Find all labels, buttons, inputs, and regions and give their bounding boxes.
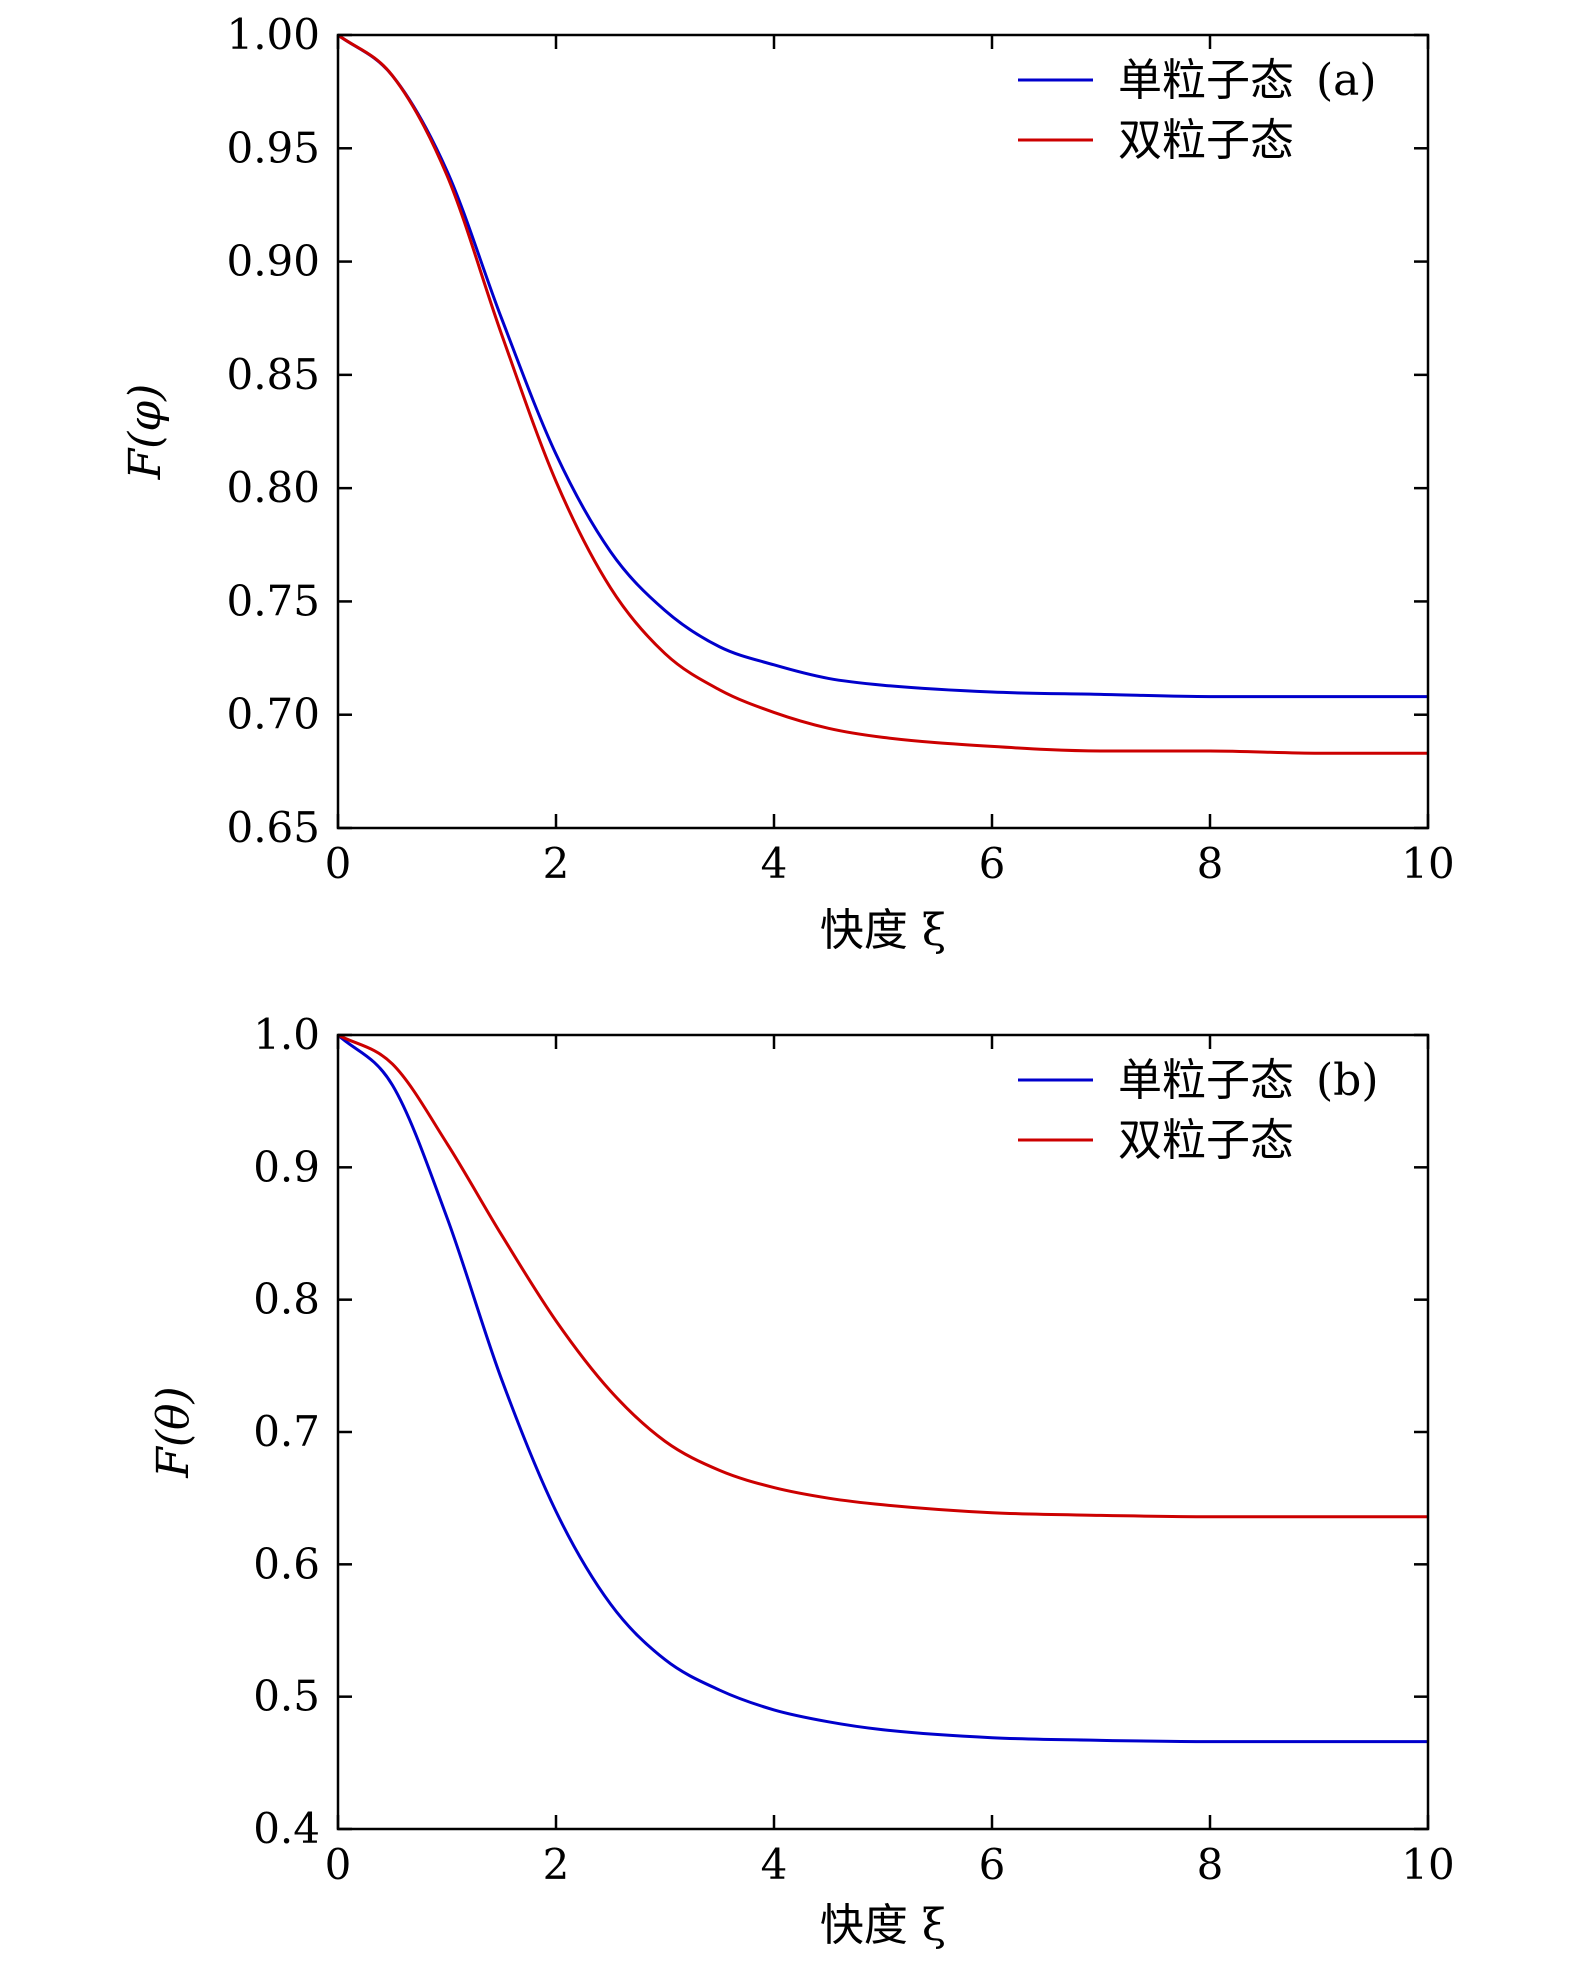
x-tick-label: 4 [761,839,788,888]
panel-label: (a) [1316,55,1377,106]
x-tick-label: 2 [543,839,570,888]
legend-label: 双粒子态 [1118,115,1294,166]
series-line-double [337,33,1428,755]
panel-b: 0 2 4 6 8 10 0.4 0.5 0.6 0.7 0.8 0.9 1.0 快度 ξ F(θ) 单粒子态… [148,1010,1455,1951]
legend-label: 单粒子态 [1118,1055,1294,1106]
panel-label: (b) [1316,1055,1379,1106]
y-tick-label: 0.4 [253,1804,320,1853]
series-line-single [337,33,1428,699]
plot-frame [336,33,1430,830]
y-tick-label: 0.95 [226,123,320,172]
x-tick-label: 8 [1197,839,1224,888]
y-axis-label: F(θ) [148,1386,199,1478]
y-tick-label: 0.85 [226,350,320,399]
legend-label: 单粒子态 [1118,55,1294,106]
x-tick-label: 8 [1197,1840,1224,1889]
series-line-double [337,1033,1428,1519]
y-tick-label: 0.65 [226,803,320,852]
x-tick-label: 10 [1401,839,1454,888]
y-tick-label: 1.00 [226,10,320,59]
x-tick-label: 4 [761,1840,788,1889]
x-tick-label: 0 [325,1840,352,1889]
y-tick-label: 0.70 [226,690,320,739]
y-tick-label: 0.8 [253,1275,320,1324]
x-tick-label: 2 [543,1840,570,1889]
x-tick-label: 10 [1401,1840,1454,1889]
series-line-single [336,1033,1428,1744]
y-tick-label: 0.9 [253,1142,320,1191]
y-tick-label: 0.5 [253,1672,320,1721]
legend-label: 双粒子态 [1118,1115,1294,1166]
panel-a: 0 2 4 6 8 10 0.65 0.70 0.75 0.80 0.85 0.90 0.95 1.00 快… [120,10,1455,956]
x-tick-label: 6 [979,1840,1006,1889]
y-tick-label: 0.7 [253,1407,320,1456]
y-tick-label: 0.90 [226,237,320,286]
y-tick-label: 0.6 [253,1539,320,1588]
x-axis-label: 快度 ξ [820,905,946,956]
y-tick-label: 1.0 [253,1010,320,1059]
x-tick-label: 0 [325,839,352,888]
x-axis-label: 快度 ξ [820,1900,946,1951]
x-tick-label: 6 [979,839,1006,888]
y-axis-label: F(φ) [120,384,171,481]
y-tick-label: 0.75 [226,576,320,625]
y-tick-label: 0.80 [226,463,320,512]
